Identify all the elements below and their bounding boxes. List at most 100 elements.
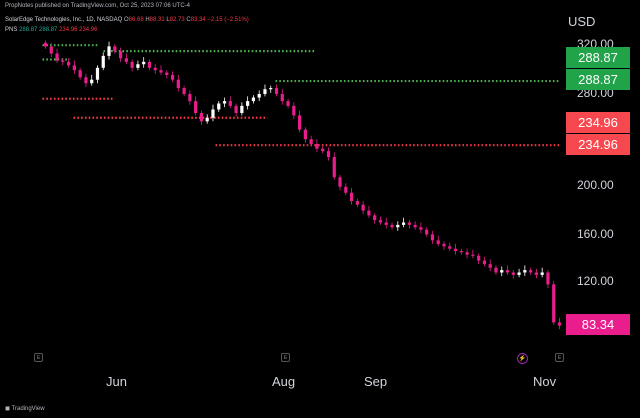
candle-body [505,270,510,273]
earnings-event-icon[interactable]: E [281,353,290,362]
candle-body [482,260,487,265]
candle-body [55,53,59,61]
footer [0,400,640,418]
open-label: O [123,17,129,23]
indicator-legend[interactable]: PNS 288.87 288.87 234.96 234.96 [5,27,97,33]
candle-body [286,101,290,106]
resistance-badge: 288.87 [566,47,630,68]
indicator-value-4: 234.96 [79,27,98,33]
symbol-legend[interactable]: SolarEdge Technologies, Inc., 1D, NASDAQ… [5,17,249,23]
candle-body [217,103,221,110]
candle-body [534,272,538,275]
candle-body [546,272,550,285]
candle-body [430,234,435,241]
indicator-value-3: 234.96 [59,27,78,33]
indicator-name: PNS [5,27,18,33]
candle-body [488,264,492,268]
low-value: 82.73 [169,17,185,23]
candle-body [199,113,204,122]
candle-body [240,105,244,114]
earnings-event-icon[interactable]: E [34,353,43,362]
candle-body [448,246,452,249]
candle-body [84,77,88,84]
candle-body [269,88,273,90]
candle-body [303,129,307,140]
candle-body [142,61,146,65]
candle-body [529,270,533,273]
candle-body [147,61,152,68]
earnings-event-icon[interactable]: E [555,353,564,362]
time-label: Sep [364,374,388,389]
price-tick: 160.00 [577,227,614,241]
candle-body [101,55,105,68]
candle-body [477,255,481,261]
candle-body [113,46,117,52]
candle-body [326,151,331,158]
candle-body [205,117,209,122]
candle-body [61,60,65,62]
candle-body [257,93,261,98]
candle-body [494,267,498,273]
symbol-title: SolarEdge Technologies, Inc., 1D, NASDAQ [5,17,123,23]
time-label: Jun [106,374,127,389]
candle-body [373,215,377,221]
logo-text: TradingView [11,406,45,412]
resistance-badge: 288.87 [566,69,630,90]
candle-body [378,220,383,223]
candle-body [321,148,325,152]
support-badge: 234.96 [566,112,630,133]
candle-body [130,61,134,68]
candle-body [292,105,296,116]
candle-body [136,64,140,68]
price-tick: 200.00 [577,178,614,192]
candle-body [425,229,429,235]
candle-body [511,272,515,275]
tradingview-logo[interactable]: ◼ TradingView [5,405,45,412]
candle-body [263,89,267,94]
candle-body [309,139,313,144]
candle-body [540,272,544,275]
candle-body [182,88,186,94]
candle-body [78,70,82,78]
indicator-value-1: 288.87 [19,27,38,33]
candle-body [361,204,365,211]
change-value: −2.15 (−2.51%) [207,17,249,23]
candle-body [67,61,71,66]
candle-body [367,210,371,216]
candle-body [228,101,232,106]
currency-label[interactable]: USD [568,14,596,29]
candle-body [315,143,319,149]
indicator-value-2: 288.87 [39,27,58,33]
high-label: H [145,17,150,23]
candle-body [274,88,279,94]
candle-body [349,192,354,202]
time-label: Nov [533,374,557,389]
candle-body [344,186,348,193]
candle-body [453,248,458,252]
candle-body [194,101,198,114]
candle-body [43,42,48,47]
time-label: Aug [272,374,296,389]
candle-body [523,270,527,273]
candle-body [332,157,336,178]
candle-body [170,74,175,80]
low-label: L [166,17,170,23]
candle-body [465,252,469,255]
candle-body [246,101,250,106]
candle-body [251,97,256,102]
candle-body [413,224,417,228]
candle-body [90,79,94,84]
candle-body [188,93,192,102]
candle-body [355,201,359,205]
candle-body [176,79,180,89]
candle-body [49,46,53,54]
top-bar [0,0,640,14]
last-price-badge: 83.34 [566,314,630,335]
published-info: PropNotes published on TradingView.com, … [5,3,190,9]
lightning-icon[interactable]: ⚡ [517,353,528,364]
price-chart[interactable] [0,14,640,370]
candle-body [459,251,463,253]
candle-body [153,67,157,71]
high-value: 88.31 [149,17,165,23]
candle-body [500,270,504,273]
